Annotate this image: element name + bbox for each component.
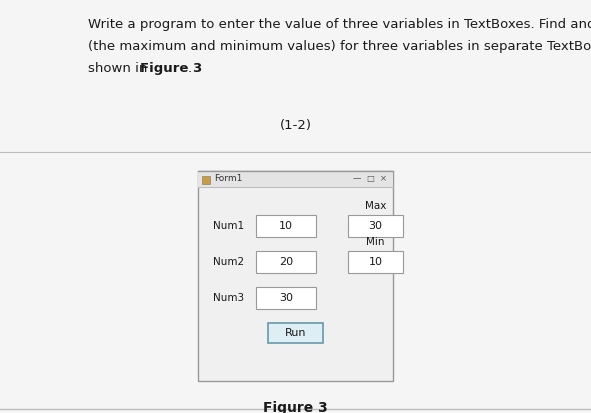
Text: Num2: Num2 — [213, 257, 244, 267]
Text: Num3: Num3 — [213, 293, 244, 303]
FancyBboxPatch shape — [202, 176, 210, 184]
Text: 30: 30 — [369, 221, 382, 231]
Text: Figure 3: Figure 3 — [263, 401, 328, 413]
Text: 10: 10 — [369, 257, 382, 267]
Text: .: . — [188, 62, 192, 75]
Text: Max: Max — [365, 201, 386, 211]
Text: Write a program to enter the value of three variables in TextBoxes. Find and pri: Write a program to enter the value of th… — [88, 18, 591, 31]
Text: —: — — [353, 174, 361, 183]
FancyBboxPatch shape — [198, 171, 393, 187]
Text: shown in: shown in — [88, 62, 152, 75]
Text: Min: Min — [366, 237, 385, 247]
FancyBboxPatch shape — [198, 171, 393, 381]
Text: (1-2): (1-2) — [280, 119, 311, 132]
FancyBboxPatch shape — [268, 323, 323, 343]
Text: Form1: Form1 — [214, 174, 242, 183]
FancyBboxPatch shape — [256, 215, 316, 237]
Text: □: □ — [366, 174, 374, 183]
Text: Figure 3: Figure 3 — [140, 62, 202, 75]
Text: ×: × — [379, 174, 387, 183]
FancyBboxPatch shape — [348, 215, 403, 237]
Text: (the maximum and minimum values) for three variables in separate TextBoxes as: (the maximum and minimum values) for thr… — [88, 40, 591, 53]
Text: Run: Run — [285, 328, 306, 338]
Text: 10: 10 — [279, 221, 293, 231]
Text: Num1: Num1 — [213, 221, 244, 231]
Text: 30: 30 — [279, 293, 293, 303]
FancyBboxPatch shape — [256, 287, 316, 309]
FancyBboxPatch shape — [348, 251, 403, 273]
Text: 20: 20 — [279, 257, 293, 267]
FancyBboxPatch shape — [256, 251, 316, 273]
